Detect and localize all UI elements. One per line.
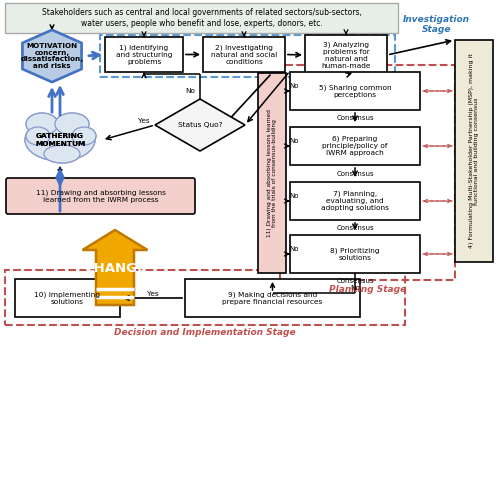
Ellipse shape (25, 119, 95, 161)
Bar (455, 40, 493, 262)
Text: 8) Prioritizing
solutions: 8) Prioritizing solutions (330, 247, 380, 261)
Bar (290, 235, 420, 273)
Text: MOTIVATION
concern,
dissatisfaction,
and risks: MOTIVATION concern, dissatisfaction, and… (20, 43, 84, 70)
Text: Investigation
Stage: Investigation Stage (403, 15, 470, 35)
Text: GATHERING
MOMENTUM: GATHERING MOMENTUM (35, 133, 85, 146)
Text: Yes: Yes (146, 291, 158, 297)
Ellipse shape (26, 113, 58, 135)
Text: GATHERING
MOMENTUM: GATHERING MOMENTUM (35, 133, 85, 146)
Ellipse shape (72, 127, 96, 145)
Text: No: No (289, 246, 299, 252)
Text: No: No (289, 138, 299, 144)
Ellipse shape (25, 119, 95, 161)
Text: Consensus: Consensus (336, 278, 374, 284)
Text: No: No (289, 83, 299, 89)
Bar (290, 127, 420, 165)
Polygon shape (22, 30, 82, 82)
Text: Consensus: Consensus (336, 116, 374, 121)
Ellipse shape (44, 145, 80, 163)
Bar (258, 73, 286, 273)
Text: 11) Drawing and absorbing lessons
learned from the IWRM process: 11) Drawing and absorbing lessons learne… (36, 189, 166, 203)
Text: 9) Making decisions and
prepare financial resources: 9) Making decisions and prepare financia… (222, 291, 322, 305)
Text: 4) Formulating Multi-Stakeholder Partnership (MSP), making it
functional and bui: 4) Formulating Multi-Stakeholder Partner… (468, 54, 479, 248)
Bar (105, 37, 183, 72)
Ellipse shape (26, 127, 50, 145)
Bar (15, 279, 120, 317)
Text: Stakeholders such as central and local governments of related sectors/sub-sector: Stakeholders such as central and local g… (42, 8, 362, 28)
Ellipse shape (55, 113, 89, 135)
Ellipse shape (26, 127, 50, 145)
Polygon shape (22, 30, 82, 82)
Text: 2) Investigating
natural and social
conditions: 2) Investigating natural and social cond… (211, 44, 277, 65)
Text: Decision and Implementation Stage: Decision and Implementation Stage (114, 328, 296, 337)
Ellipse shape (44, 145, 80, 163)
FancyBboxPatch shape (6, 178, 195, 214)
Polygon shape (155, 99, 245, 151)
Polygon shape (82, 230, 148, 305)
Ellipse shape (26, 113, 58, 135)
Bar (100, 35, 395, 77)
Text: 10) Implementing
solutions: 10) Implementing solutions (34, 291, 100, 305)
Text: Consensus: Consensus (336, 170, 374, 177)
Text: No: No (185, 88, 195, 94)
Bar (280, 65, 455, 280)
Text: Consensus: Consensus (336, 225, 374, 230)
Bar (5, 3, 398, 33)
Ellipse shape (72, 127, 96, 145)
Text: 5) Sharing common
perceptions: 5) Sharing common perceptions (318, 84, 392, 98)
Bar (5, 270, 405, 325)
Text: MOTIVATION
concern,
dissatisfaction,
and risks: MOTIVATION concern, dissatisfaction, and… (20, 43, 84, 70)
Ellipse shape (55, 113, 89, 135)
Text: Planning Stage: Planning Stage (329, 285, 406, 294)
Text: No: No (289, 193, 299, 199)
Text: 7) Planning,
evaluating, and
adopting solutions: 7) Planning, evaluating, and adopting so… (321, 191, 389, 211)
Bar (290, 72, 420, 110)
Bar (203, 37, 285, 72)
Text: 1) Identifying
and structuring
problems: 1) Identifying and structuring problems (116, 44, 172, 65)
Text: 11) Drawing and absorbing lessons learned
from the trials of consensus-building: 11) Drawing and absorbing lessons learne… (266, 109, 278, 237)
Text: Status Quo?: Status Quo? (178, 122, 222, 128)
Text: 3) Analyzing
problems for
natural and
human-made: 3) Analyzing problems for natural and hu… (322, 41, 370, 69)
Text: CHANGE: CHANGE (84, 262, 146, 275)
Text: Yes: Yes (138, 118, 150, 124)
Bar (290, 182, 420, 220)
Bar (305, 35, 387, 75)
Text: 6) Preparing
principle/policy of
IWRM approach: 6) Preparing principle/policy of IWRM ap… (322, 136, 388, 156)
Bar (185, 279, 360, 317)
Text: No: No (350, 285, 360, 291)
